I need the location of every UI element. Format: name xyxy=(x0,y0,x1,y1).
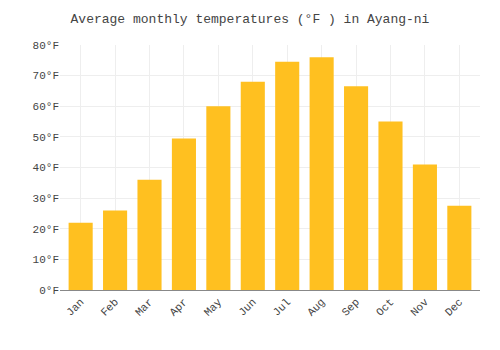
svg-text:Average monthly temperatures (: Average monthly temperatures (°F ) in Ay… xyxy=(71,12,430,27)
svg-text:Nov: Nov xyxy=(408,296,431,319)
svg-text:80°F: 80°F xyxy=(33,40,59,52)
svg-text:60°F: 60°F xyxy=(33,101,59,113)
svg-text:Oct: Oct xyxy=(374,296,396,318)
svg-text:Jul: Jul xyxy=(271,296,293,318)
svg-text:0°F: 0°F xyxy=(39,285,59,297)
svg-text:Feb: Feb xyxy=(99,296,121,318)
svg-text:May: May xyxy=(202,296,225,319)
svg-text:Mar: Mar xyxy=(133,296,155,318)
svg-text:40°F: 40°F xyxy=(33,162,59,174)
svg-text:10°F: 10°F xyxy=(33,254,59,266)
svg-text:30°F: 30°F xyxy=(33,193,59,205)
svg-text:Aug: Aug xyxy=(305,296,327,318)
svg-text:Jun: Jun xyxy=(236,296,258,318)
svg-text:Sep: Sep xyxy=(340,296,362,318)
svg-text:Apr: Apr xyxy=(167,296,189,318)
svg-text:70°F: 70°F xyxy=(33,70,59,82)
svg-text:Dec: Dec xyxy=(443,296,465,318)
svg-text:Jan: Jan xyxy=(64,296,86,318)
svg-text:50°F: 50°F xyxy=(33,132,59,144)
svg-text:20°F: 20°F xyxy=(33,224,59,236)
